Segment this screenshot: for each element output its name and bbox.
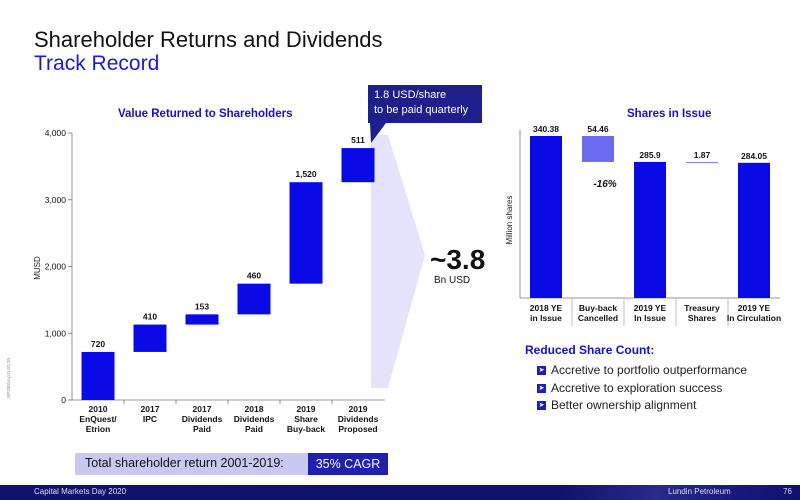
total-returned-unit: Bn USD (434, 275, 471, 286)
total-arrow-shape (371, 135, 425, 388)
shares-value-label: 340.38 (533, 124, 559, 134)
footer-event-name: Capital Markets Day 2020 (34, 487, 127, 496)
shares-category-label: Buy-back (579, 303, 618, 313)
chart-title-value-returned: Value Returned to Shareholders (118, 108, 293, 120)
document-code: NP20014-p11.01.20 (6, 358, 11, 398)
left-y-tick-label: 3,000 (45, 195, 67, 205)
shares-value-label: 284.05 (741, 151, 767, 161)
total-returned-value: ~3.8 (430, 244, 486, 275)
shares-category-label: 2019 YE (738, 303, 771, 313)
right-ylabel: Million shares (505, 196, 514, 245)
chart-title-shares-in-issue: Shares in Issue (627, 108, 712, 120)
category-label: 2017 (193, 404, 212, 414)
arrow-bullet-icon: ➤ (537, 401, 546, 410)
waterfall-bar (289, 182, 323, 284)
reduced-share-count-title: Reduced Share Count: (525, 343, 655, 357)
callout-line-1: 1.8 USD/share (374, 89, 447, 101)
footer-decoration (560, 485, 800, 500)
category-label: 2017 (141, 404, 160, 414)
bar-value-label: 153 (195, 301, 209, 311)
waterfall-bar (341, 148, 375, 183)
list-item: ➤ Accretive to portfolio outperformance (537, 363, 748, 377)
left-y-tick-label: 2,000 (45, 262, 67, 272)
category-label: Paid (193, 424, 211, 434)
bar-value-label: 410 (143, 312, 157, 322)
shares-category-label: Treasury (684, 303, 720, 313)
callout-pointer (370, 123, 386, 143)
page-title: Shareholder Returns and Dividends (34, 27, 383, 52)
left-chart-marks: 0 1,000 2,000 3,000 4,000 720 2010EnQuest/Etri… (45, 128, 379, 434)
shares-bar (530, 136, 562, 298)
list-item: ➤ Better ownership alignment (537, 398, 697, 412)
shares-category-label: Shares (688, 313, 717, 323)
footer-company-name: Lundin Petroleum (668, 487, 731, 496)
list-item: ➤ Accretive to exploration success (537, 380, 723, 395)
arrow-bullet-icon: ➤ (537, 383, 546, 393)
page-subtitle: Track Record (34, 52, 160, 75)
shares-category-label: In Issue (634, 313, 666, 323)
left-y-tick-label: 0 (61, 395, 66, 405)
left-y-tick-label: 1,000 (45, 328, 67, 338)
waterfall-bar (185, 314, 219, 325)
category-label: Dividends (234, 414, 275, 424)
callout-line-2: to be paid quarterly (374, 104, 469, 116)
category-label: 2018 (245, 404, 264, 414)
shares-bar (582, 136, 614, 162)
category-label: Proposed (338, 424, 377, 434)
category-label: 2019 (349, 404, 368, 414)
shares-value-label: 54.46 (587, 124, 609, 134)
category-label: Paid (245, 424, 263, 434)
category-label: 2019 (297, 404, 316, 414)
page-number: 76 (783, 487, 792, 496)
shares-category-label: in Issue (530, 313, 562, 323)
left-ylabel: MUSD (33, 256, 42, 280)
bar-value-label: 1,520 (295, 169, 317, 179)
bar-value-label: 511 (351, 135, 365, 145)
waterfall-bar (133, 324, 167, 352)
bar-value-label: 460 (247, 271, 261, 281)
total-return-banner: Total shareholder return 2001-2019: 35% … (75, 453, 388, 475)
shares-bar (634, 161, 666, 298)
shares-category-label: In Circulation (727, 313, 781, 323)
category-label: Buy-back (287, 424, 326, 434)
waterfall-bar (237, 283, 271, 315)
shares-bar (738, 162, 770, 298)
shares-value-label: 285.9 (639, 150, 661, 160)
category-label: 2010 (89, 404, 108, 414)
category-label: IPC (143, 414, 157, 424)
waterfall-bar (81, 351, 115, 400)
category-label: Dividends (182, 414, 223, 424)
footer-bar: Capital Markets Day 2020 Lundin Petroleu… (0, 485, 800, 500)
category-label: Etrion (86, 424, 111, 434)
share-reduction-annotation: -16% (593, 179, 616, 190)
reduced-share-count-list: ➤ Accretive to portfolio outperformance ➤… (537, 362, 747, 415)
banner-label: Total shareholder return 2001-2019: (85, 456, 284, 470)
banner-cagr-badge: 35% CAGR (308, 453, 388, 475)
shares-category-label: 2018 YE (530, 303, 563, 313)
category-label: Dividends (338, 414, 379, 424)
category-label: EnQuest/ (79, 414, 117, 424)
arrow-bullet-icon: ➤ (537, 366, 546, 375)
bar-value-label: 720 (91, 339, 105, 349)
shares-category-label: 2019 YE (634, 303, 667, 313)
category-label: Share (294, 414, 318, 424)
shares-value-label: 1.87 (694, 150, 711, 160)
shares-category-label: Cancelled (578, 313, 618, 323)
shares-bar (686, 161, 718, 164)
left-y-tick-label: 4,000 (45, 128, 67, 138)
dividend-callout: 1.8 USD/share to be paid quarterly (368, 85, 482, 123)
